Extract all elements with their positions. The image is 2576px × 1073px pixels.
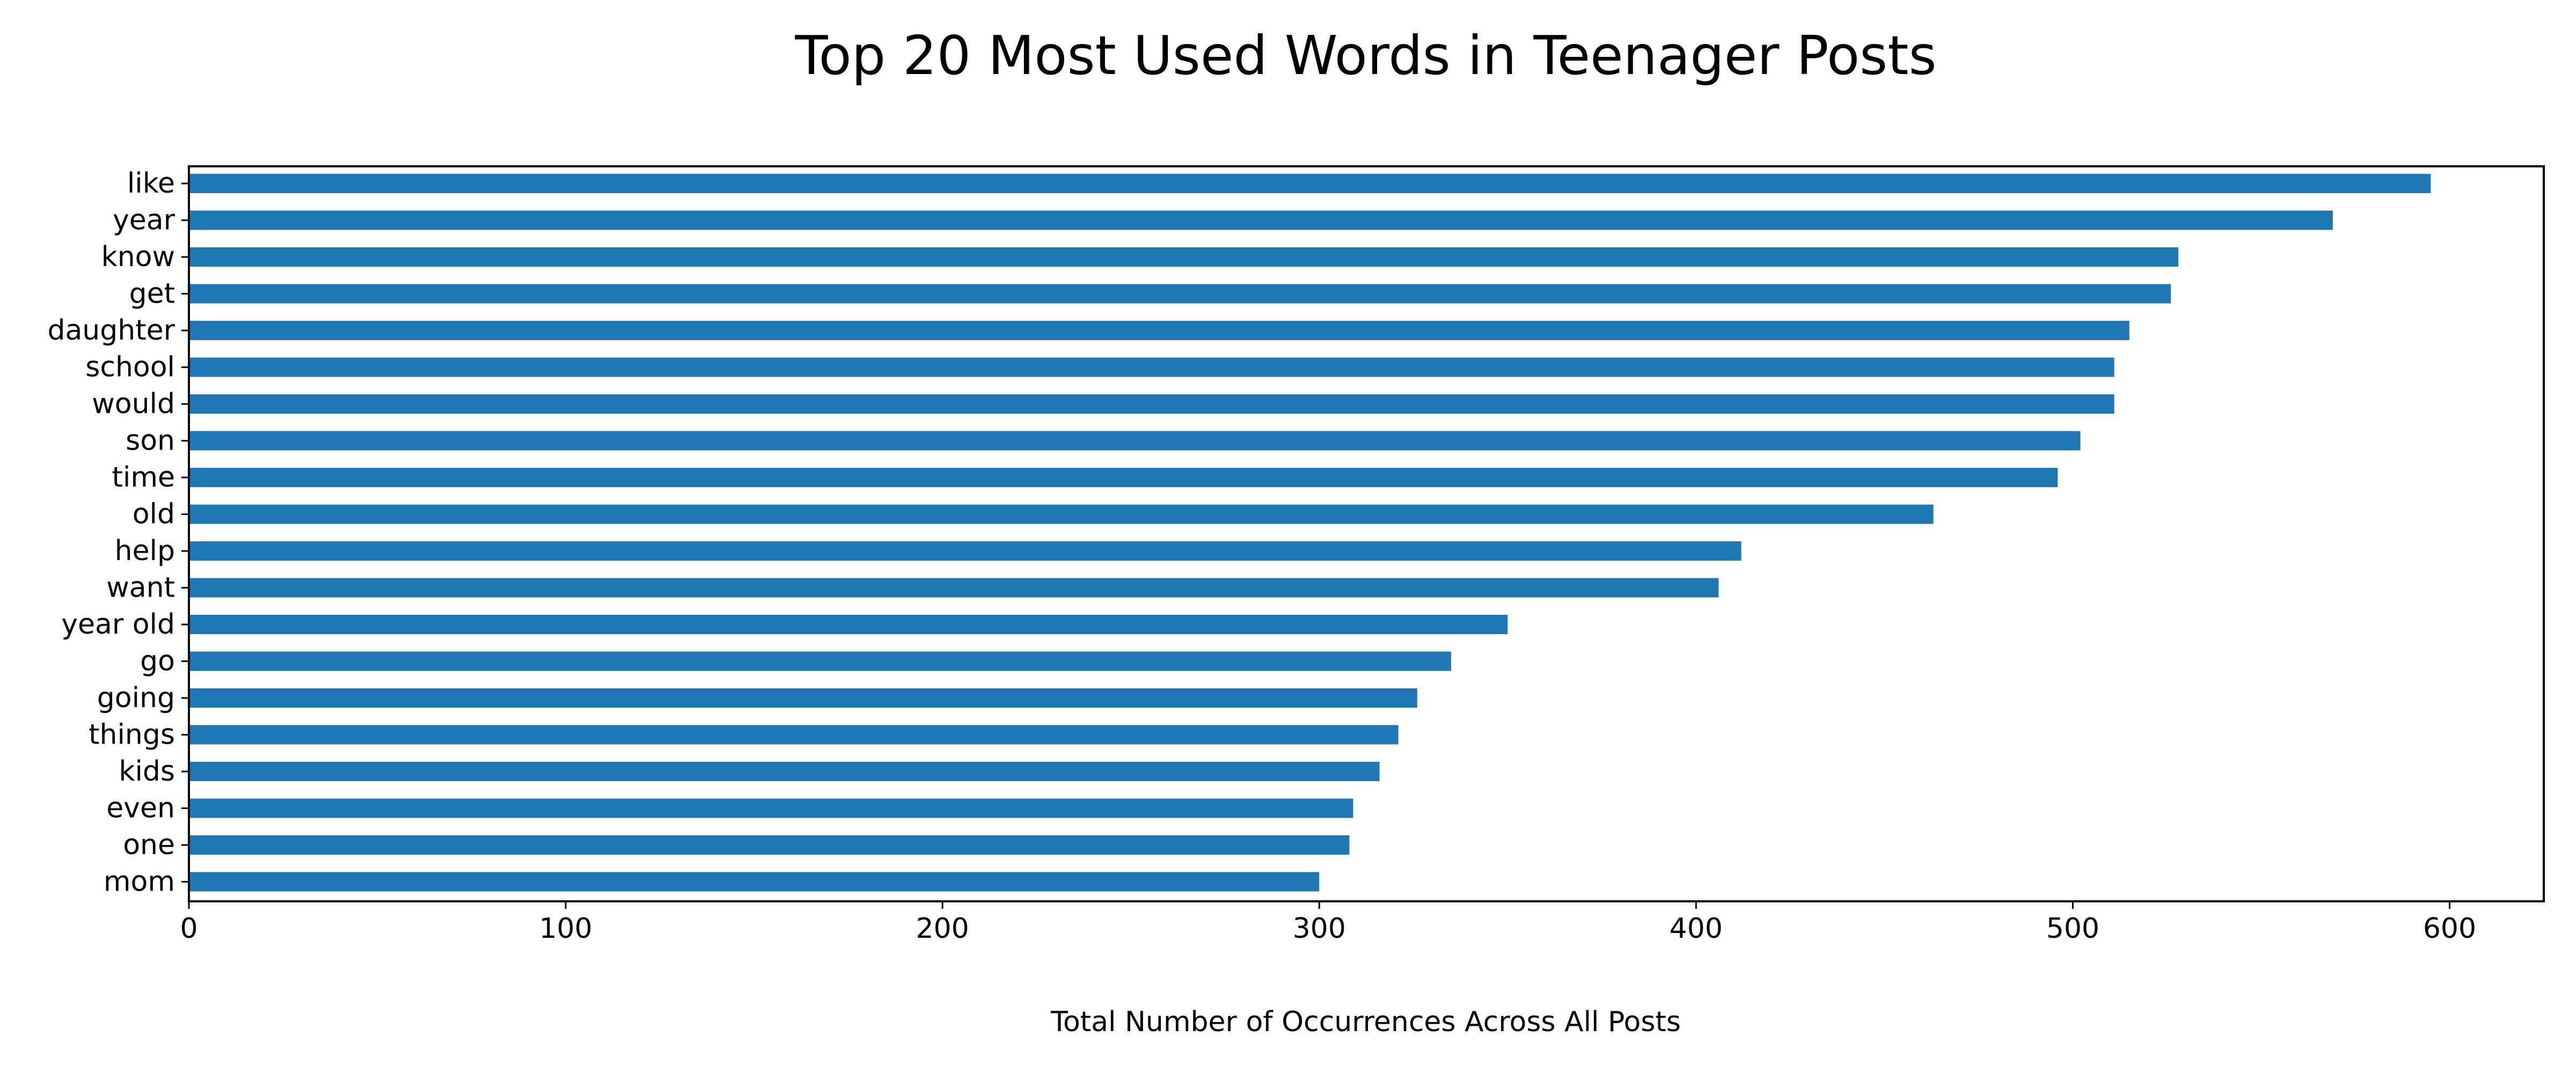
bar-school (189, 357, 2114, 377)
y-category-label: time (112, 461, 175, 494)
y-category-label: year (113, 204, 175, 237)
y-category-label: like (127, 167, 175, 200)
y-category-label: go (140, 645, 175, 678)
x-tick-label: 500 (2046, 913, 2099, 945)
bar-know (189, 247, 2178, 267)
x-tick-label: 0 (180, 913, 197, 945)
bar-like (189, 174, 2431, 193)
bar-things (189, 725, 1399, 745)
y-category-label: old (133, 498, 175, 531)
x-tick-label: 100 (539, 913, 592, 945)
y-category-label: school (85, 351, 175, 384)
bars-layer (189, 174, 2431, 892)
bar-mom (189, 872, 1320, 892)
x-tick-label: 400 (1670, 913, 1723, 945)
bar-help (189, 541, 1741, 561)
y-category-label: help (115, 535, 175, 567)
chart-title: Top 20 Most Used Words in Teenager Posts (794, 24, 1936, 87)
y-category-label: daughter (47, 314, 175, 347)
y-category-label: son (126, 425, 175, 457)
bar-would (189, 394, 2114, 414)
y-category-label: year old (61, 608, 175, 641)
bar-son (189, 431, 2081, 451)
x-tick-label: 200 (916, 913, 969, 945)
bar-old (189, 504, 1934, 524)
x-tick-label: 300 (1293, 913, 1346, 945)
bar-get (189, 284, 2171, 304)
bar-want (189, 578, 1719, 598)
y-category-label: want (106, 572, 175, 604)
y-category-label: mom (104, 866, 175, 898)
bar-go (189, 651, 1451, 671)
y-category-labels: like year know get daughter school would son tim… (47, 167, 189, 898)
bar-one (189, 835, 1350, 855)
bar-kids (189, 762, 1380, 781)
bar-going (189, 688, 1417, 708)
y-category-label: kids (119, 755, 175, 788)
y-category-label: things (89, 719, 175, 751)
plot-frame (188, 165, 2545, 902)
y-category-label: going (97, 682, 175, 714)
bar-even (189, 798, 1353, 818)
y-category-label: one (123, 829, 175, 861)
y-category-label: know (101, 241, 175, 273)
bar-time (189, 468, 2058, 487)
y-category-label: get (129, 278, 175, 310)
bar-daughter (189, 321, 2129, 340)
y-category-label: would (92, 388, 175, 420)
x-tick-label: 600 (2423, 913, 2476, 945)
y-category-label: even (106, 792, 175, 825)
bar-year-old (189, 615, 1508, 634)
x-axis-label: Total Number of Occurrences Across All P… (1050, 1006, 1681, 1038)
x-axis-ticks: 0 100 200 300 400 500 600 (180, 901, 2476, 945)
bar-year (189, 210, 2333, 230)
